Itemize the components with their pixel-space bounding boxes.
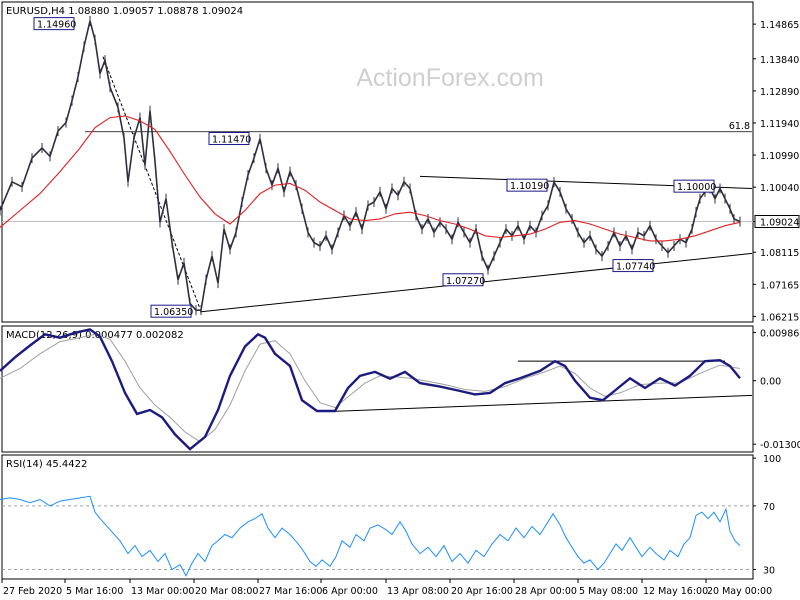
price-annotation-box [612,259,654,273]
macd-panel-frame [1,325,754,453]
price-tick-label: 1.07165 [760,280,799,291]
time-tick-label: 13 Apr 08:00 [387,586,449,597]
macd-series [0,328,753,451]
time-tick-label: 5 Mar 16:00 [66,586,123,597]
price-annotation-label: 1.07740 [616,262,655,273]
macd-tick-label: -0.013002 [760,440,800,451]
price-annotation-box [150,304,192,318]
macd-title: MACD(12,26,9) 0.000477 0.002082 [6,330,184,341]
time-tick-label: 12 May 16:00 [643,586,708,597]
time-tick-label: 20 May 00:00 [707,586,772,597]
macd-macd-support [329,394,753,412]
time-tick-label: 6 Apr 00:00 [322,586,378,597]
price-annotation-label: 1.11470 [212,135,251,146]
rsi-line [0,495,741,577]
price-annotation-label: 1.14960 [37,20,76,31]
rsi-tick-label: 70 [763,502,775,513]
price-annotations: 1.14960 1.11470 1.10190 1.10000 1.07270 1.077… [33,17,716,318]
time-tick-label: 5 May 08:00 [579,586,638,597]
price-panel-frame [1,1,754,323]
price-annotation-box [673,179,715,193]
price-y-axis: 1.14865 1.13840 1.12890 1.11940 1.10990 1.100… [753,20,800,323]
price-annotation-label: 1.10190 [510,181,549,192]
time-tick-label: 27 Feb 2020 [3,586,62,597]
price-tick-label: 1.12890 [760,87,799,98]
price-annotation-box [208,132,250,146]
price-tick-label: 1.06215 [760,312,799,323]
rsi-y-axis: 100 70 30 [753,454,781,576]
price-annotation-box [442,273,484,287]
macd-y-axis: 0.009862 0.00 -0.013002 [753,329,800,451]
price-annotation-box [506,178,548,192]
macd-signal-line [0,333,741,443]
price-tick-label: 1.13840 [760,55,799,66]
rsi-tick-label: 100 [763,454,781,465]
price-tick-label: 1.08115 [760,248,799,259]
price-tick-label: 1.10040 [760,183,799,194]
price-annotation-label: 1.10000 [677,182,716,193]
macd-tick-label: 0.00 [760,377,781,388]
current-price-box [754,215,800,229]
price-tick-label: 1.10990 [760,151,799,162]
macd-main-line [0,328,741,451]
price-tick-label: 1.09024 [760,218,799,229]
price-chart-title: EURUSD,H4 1.08880 1.09057 1.08878 1.0902… [6,6,243,17]
price-annotation-label: 1.07270 [446,276,485,287]
moving-average-line [0,115,741,242]
watermark: ActionForex.com [356,64,544,92]
time-tick-label: 20 Mar 08:00 [195,586,258,597]
price-annotation-box [33,17,75,31]
time-tick-label: 28 Apr 00:00 [515,586,577,597]
price-annotation-label: 1.06350 [154,307,193,318]
macd-tick-label: 0.009862 [760,329,800,340]
time-tick-label: 13 Mar 00:00 [131,586,194,597]
rsi-series [0,495,753,577]
time-x-axis: 27 Feb 2020 5 Mar 16:00 13 Mar 00:00 20 Mar… [1,579,772,597]
price-line [0,20,741,311]
time-tick-label: 27 Mar 16:00 [259,586,322,597]
rsi-panel-frame [1,454,754,580]
fibonacci-label: 61.8 [729,121,750,132]
time-tick-label: 20 Apr 16:00 [451,586,513,597]
rsi-title: RSI(14) 45.4422 [6,459,87,470]
price-tick-label: 1.11940 [760,119,799,130]
price-series [0,15,741,316]
price-tick-label: 1.14865 [760,20,799,31]
rsi-tick-label: 30 [763,565,775,576]
